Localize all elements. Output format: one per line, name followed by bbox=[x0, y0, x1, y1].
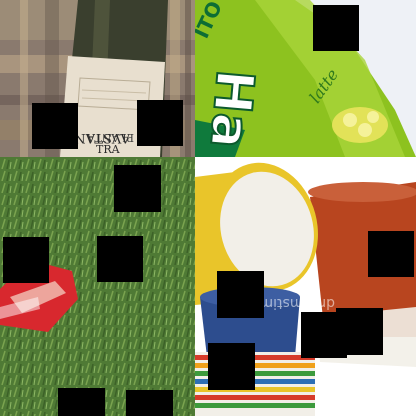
redaction-box bbox=[32, 103, 78, 149]
redaction-box bbox=[126, 390, 173, 416]
paper-cups-tile: dreamstime bbox=[195, 157, 416, 416]
snack-package-tile: Ha ITO latte bbox=[195, 0, 416, 157]
redaction-box bbox=[208, 343, 255, 390]
wine-label-line-1: PLANTA bbox=[86, 131, 134, 144]
redaction-box bbox=[301, 312, 347, 358]
grass-tile bbox=[0, 157, 195, 416]
wine-label-line-2: AVSTAN bbox=[74, 130, 131, 145]
snack-package-photo: Ha ITO latte bbox=[195, 0, 416, 157]
redaction-box bbox=[114, 165, 161, 212]
wine-bottle-tile: PLANTA AVSTAN TRA bbox=[0, 0, 195, 157]
wine-label-line-3: TRA bbox=[96, 143, 121, 156]
redaction-box bbox=[3, 237, 49, 283]
redaction-box bbox=[217, 271, 264, 318]
redaction-box bbox=[137, 100, 183, 146]
redaction-box bbox=[368, 231, 414, 277]
grass-photo bbox=[0, 157, 195, 416]
redaction-box bbox=[313, 5, 359, 51]
watermark-text: dreamstime bbox=[251, 295, 335, 311]
redaction-box bbox=[58, 388, 105, 416]
package-brand-text: Ha bbox=[198, 67, 265, 151]
redaction-box bbox=[97, 236, 143, 282]
